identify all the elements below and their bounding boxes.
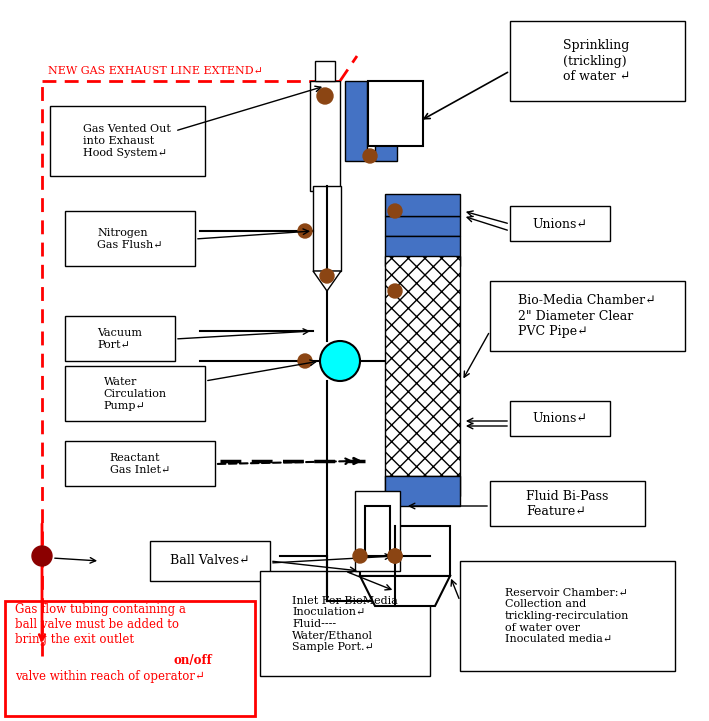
FancyBboxPatch shape	[510, 206, 610, 241]
Text: Water
Circulation
Pump↵: Water Circulation Pump↵	[104, 377, 167, 410]
Bar	[310, 81, 340, 191]
Bar	[385, 216, 460, 236]
Text: Nitrogen
Gas Flush↵: Nitrogen Gas Flush↵	[97, 229, 163, 249]
FancyBboxPatch shape	[490, 281, 685, 351]
Circle shape	[388, 549, 402, 563]
Text: Gas Vented Out
into Exhaust
Hood System↵: Gas Vented Out into Exhaust Hood System↵	[83, 125, 171, 158]
Circle shape	[298, 354, 312, 368]
FancyBboxPatch shape	[490, 481, 645, 526]
Circle shape	[388, 204, 402, 218]
Bar	[385, 476, 460, 496]
FancyBboxPatch shape	[65, 211, 195, 266]
Circle shape	[388, 549, 402, 563]
Text: Reactant
Gas Inlet↵: Reactant Gas Inlet↵	[110, 454, 170, 475]
Bar	[368, 81, 423, 146]
Polygon shape	[313, 271, 341, 291]
Circle shape	[320, 341, 360, 381]
Text: Unions↵: Unions↵	[532, 218, 588, 231]
FancyBboxPatch shape	[65, 316, 175, 361]
Circle shape	[320, 269, 334, 283]
Bar	[385, 236, 460, 266]
FancyBboxPatch shape	[510, 401, 610, 436]
Bar	[365, 506, 390, 556]
Text: Reservoir Chamber:↵
Collection and
trickling-recirculation
of water over
Inocula: Reservoir Chamber:↵ Collection and trick…	[505, 588, 629, 644]
Bar	[375, 81, 397, 161]
Bar	[360, 526, 450, 576]
Polygon shape	[360, 576, 450, 606]
Text: Unions↵: Unions↵	[532, 412, 588, 425]
Circle shape	[32, 546, 52, 566]
FancyBboxPatch shape	[150, 541, 270, 581]
Text: NEW GAS EXHAUST LINE EXTEND↵: NEW GAS EXHAUST LINE EXTEND↵	[48, 66, 263, 76]
FancyBboxPatch shape	[260, 571, 430, 676]
Bar	[385, 194, 460, 216]
Text: on/off: on/off	[174, 654, 213, 667]
Circle shape	[388, 284, 402, 298]
Text: Ball Valves↵: Ball Valves↵	[170, 554, 250, 567]
Bar	[345, 81, 367, 161]
FancyBboxPatch shape	[5, 601, 255, 716]
Text: Gas flow tubing containing a
ball valve must be added to
bring the exit outlet: Gas flow tubing containing a ball valve …	[15, 603, 186, 646]
Text: Bio-Media Chamber↵
2" Diameter Clear
PVC Pipe↵: Bio-Media Chamber↵ 2" Diameter Clear PVC…	[518, 294, 656, 337]
Circle shape	[298, 224, 312, 238]
Circle shape	[353, 549, 367, 563]
Bar	[385, 256, 460, 476]
Circle shape	[317, 88, 333, 104]
Bar	[385, 476, 460, 506]
Bar	[315, 61, 335, 81]
FancyBboxPatch shape	[65, 441, 215, 486]
FancyBboxPatch shape	[65, 366, 205, 421]
Text: Sprinkling
(trickling)
of water ↵: Sprinkling (trickling) of water ↵	[564, 40, 630, 82]
Text: valve within reach of operator↵: valve within reach of operator↵	[15, 670, 205, 683]
Bar	[313, 186, 341, 271]
Text: Fluid Bi-Pass
Feature↵: Fluid Bi-Pass Feature↵	[526, 490, 608, 518]
FancyBboxPatch shape	[460, 561, 675, 671]
Text: Vacuum
Port↵: Vacuum Port↵	[98, 328, 143, 350]
Bar	[355, 491, 400, 571]
FancyBboxPatch shape	[510, 21, 685, 101]
Text: Inlet For BioMedia
Inoculation↵
Fluid----
Water/Ethanol
Sample Port.↵: Inlet For BioMedia Inoculation↵ Fluid---…	[292, 596, 398, 653]
FancyBboxPatch shape	[50, 106, 205, 176]
Circle shape	[363, 149, 377, 163]
